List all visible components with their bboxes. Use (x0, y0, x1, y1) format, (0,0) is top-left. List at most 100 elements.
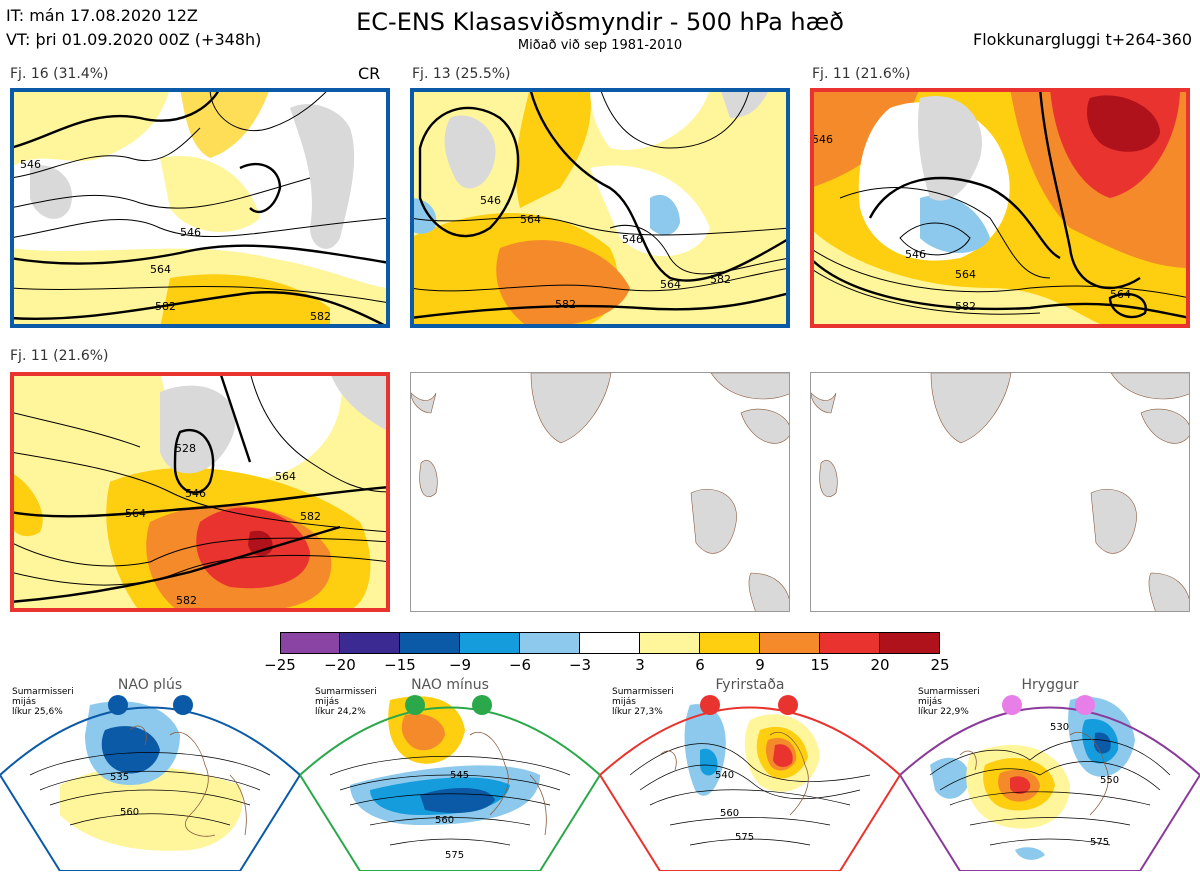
contour-label: 546 (20, 158, 41, 171)
regime-title: Hryggur (1021, 677, 1079, 693)
regime-dot (1075, 695, 1095, 715)
contour-label: 575 (735, 832, 754, 843)
cluster-map-4[interactable]: 528 546 564 564 582 582 (10, 372, 390, 612)
regime-ridge-map: 530 550 575 (898, 696, 1200, 872)
regime-dot (1002, 695, 1022, 715)
contour-label: 545 (450, 770, 469, 781)
colorbar-segment (640, 632, 700, 654)
panel-label-1: Fj. 16 (31.4%) (10, 66, 109, 82)
regime-blocking-map: 540 560 575 (598, 704, 902, 872)
panel-tag-cr: CR (358, 64, 381, 83)
regime-dot (173, 695, 193, 715)
contour-label: 564 (955, 268, 976, 281)
cluster-map-4-canvas: 528 546 564 564 582 582 (10, 372, 390, 612)
regime-nao-plus[interactable]: 535 560 NAO plús Sumarmisseri mijás líkur … (0, 675, 302, 872)
contour-label: 528 (175, 442, 196, 455)
colorbar-tick: 25 (930, 656, 950, 674)
contour-label: 546 (185, 487, 206, 500)
contour-label: 530 (1050, 722, 1069, 733)
contour-label: 546 (480, 194, 501, 207)
contour-label: 582 (555, 298, 576, 311)
contour-label: 540 (715, 770, 734, 781)
colorbar-tick: −6 (508, 656, 532, 674)
colorbar-tick: 15 (810, 656, 830, 674)
contour-label: 546 (622, 233, 643, 246)
contour-label: 546 (180, 226, 201, 239)
contour-label: 564 (1110, 288, 1131, 301)
colorbar-segment (400, 632, 460, 654)
colorbar-tick: −20 (324, 656, 356, 674)
classification-window: Flokkunargluggi t+264-360 (973, 30, 1192, 49)
cluster-map-1[interactable]: 546 564 582 546 582 (10, 88, 390, 328)
contour-label: 560 (720, 808, 739, 819)
cluster-map-3[interactable]: 546 564 582 546 564 (810, 88, 1190, 328)
contour-label: 582 (955, 300, 976, 313)
cluster-map-6-empty[interactable] (810, 372, 1190, 612)
colorbar-tick: −9 (448, 656, 472, 674)
panel-label-2: Fj. 13 (25.5%) (412, 66, 511, 82)
contour-label: 560 (120, 807, 139, 818)
colorbar-segment (820, 632, 880, 654)
colorbar-tick: 20 (870, 656, 890, 674)
regime-nao-minus-map: 545 560 575 (298, 696, 602, 872)
regime-nao-plus-map: 535 560 (0, 701, 302, 872)
regime-meta: Sumarmisseri mijás líkur 27,3% (612, 687, 674, 717)
colorbar-tick: −15 (384, 656, 416, 674)
contour-label: 564 (520, 213, 541, 226)
regime-title: NAO plús (117, 677, 183, 693)
colorbar-segment (760, 632, 820, 654)
panel-label-4: Fj. 11 (21.6%) (10, 348, 109, 364)
regime-title: NAO mínus (411, 677, 489, 693)
regime-dot (405, 695, 425, 715)
valid-time: VT: þri 01.09.2020 00Z (+348h) (6, 30, 262, 49)
colorbar-tick: −25 (264, 656, 296, 674)
regime-title: Fyrirstaða (715, 677, 785, 693)
regime-dot (472, 695, 492, 715)
colorbar-segment (880, 632, 940, 654)
contour-label: 564 (660, 278, 681, 291)
colorbar-segment (700, 632, 760, 654)
colorbar-segment (520, 632, 580, 654)
contour-label: 582 (155, 300, 176, 313)
cluster-map-6-canvas (811, 373, 1189, 611)
regime-meta: Sumarmisseri mijás líkur 25,6% (12, 687, 74, 717)
contour-label: 560 (435, 815, 454, 826)
colorbar-segment (460, 632, 520, 654)
colorbar-tick: 9 (755, 656, 765, 674)
regime-dot (778, 695, 798, 715)
regime-dot (700, 695, 720, 715)
regime-nao-minus[interactable]: 545 560 575 NAO mínus Sumarmisseri mijás l… (298, 675, 602, 872)
init-time: IT: mán 17.08.2020 12Z (6, 6, 198, 25)
contour-label: 582 (310, 310, 331, 323)
contour-label: 546 (812, 133, 833, 146)
cluster-map-2[interactable]: 546 564 546 582 564 582 (410, 88, 790, 328)
contour-label: 535 (110, 772, 129, 783)
contour-label: 564 (275, 470, 296, 483)
page-title: EC-ENS Klasasviðsmyndir - 500 hPa hæð (356, 8, 844, 36)
colorbar-segment (340, 632, 400, 654)
contour-label: 550 (1100, 775, 1119, 786)
regime-meta: Sumarmisseri mijás líkur 24,2% (315, 687, 377, 717)
colorbar-segment (580, 632, 640, 654)
contour-label: 582 (176, 594, 197, 607)
cluster-map-5-empty[interactable] (410, 372, 790, 612)
contour-label: 582 (710, 273, 731, 286)
contour-label: 564 (125, 507, 146, 520)
contour-label: 564 (150, 263, 171, 276)
colorbar-segment (280, 632, 340, 654)
cluster-map-3-canvas: 546 564 582 546 564 (810, 88, 1190, 328)
regime-ridge[interactable]: 530 550 575 Hryggur Sumarmisseri mijás lík… (898, 675, 1200, 872)
contour-label: 575 (1090, 837, 1109, 848)
regime-meta: Sumarmisseri mijás líkur 22,9% (918, 687, 980, 717)
contour-label: 546 (905, 248, 926, 261)
panel-label-3: Fj. 11 (21.6%) (812, 66, 911, 82)
colorbar-tick: −3 (568, 656, 592, 674)
colorbar-tick: 3 (635, 656, 645, 674)
page-subtitle: Miðað við sep 1981-2010 (517, 38, 683, 53)
regime-blocking[interactable]: 540 560 575 Fyrirstaða Sumarmisseri mijás… (598, 675, 902, 872)
cluster-map-5-canvas (411, 373, 789, 611)
cluster-map-1-canvas: 546 564 582 546 582 (10, 88, 390, 328)
contour-label: 575 (445, 850, 464, 861)
regime-dot (108, 695, 128, 715)
cluster-map-2-canvas: 546 564 546 582 564 582 (410, 88, 790, 328)
